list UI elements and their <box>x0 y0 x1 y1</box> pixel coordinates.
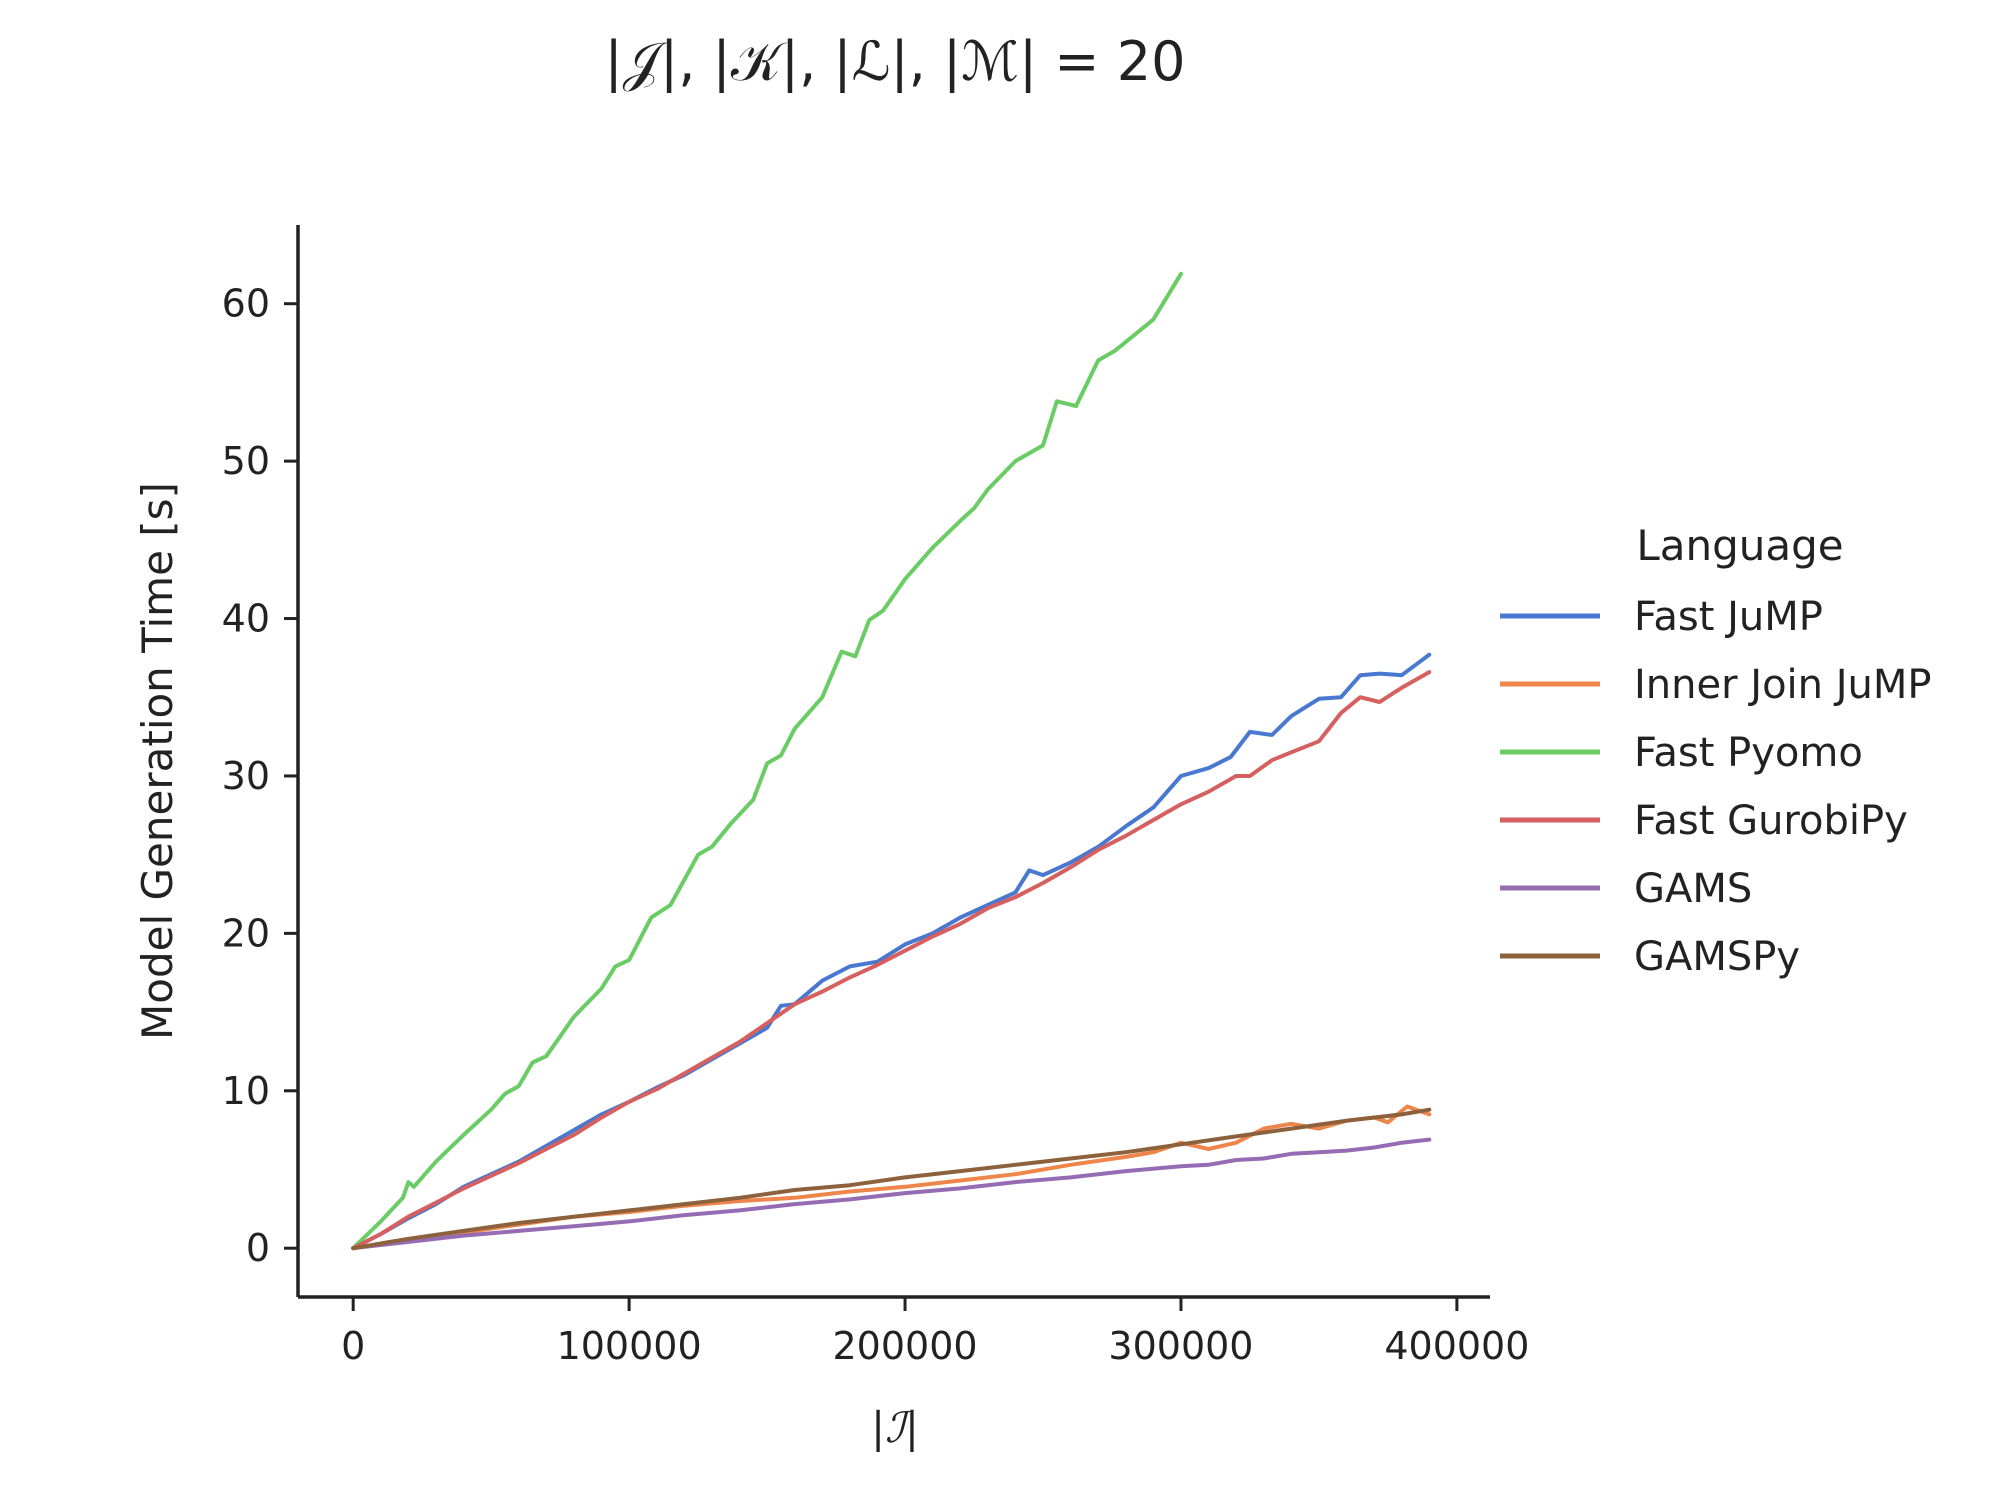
legend-label-fast-gurobipy: Fast GurobiPy <box>1634 798 1908 844</box>
y-tick-label: 10 <box>222 1069 270 1113</box>
legend-label-inner-join-jump: Inner Join JuMP <box>1634 662 1932 708</box>
axis-ticks: 0 100000 200000 300000 400000 0 10 20 30 40 50 60 <box>222 282 1530 1368</box>
legend-title: Language <box>1636 521 1843 570</box>
legend-label-fast-pyomo: Fast Pyomo <box>1634 730 1863 776</box>
legend-label-gamspy: GAMSPy <box>1634 934 1800 980</box>
y-tick-label: 50 <box>222 439 270 483</box>
series-layer <box>351 271 1432 1251</box>
x-tick-label: 300000 <box>1108 1324 1253 1368</box>
legend-label-fast-jump: Fast JuMP <box>1634 594 1823 640</box>
series-line-gamspy <box>351 1107 1432 1251</box>
series-line-fast-gurobipy <box>351 670 1432 1251</box>
x-tick-label: 400000 <box>1384 1324 1529 1368</box>
y-tick-label: 0 <box>246 1226 270 1270</box>
x-tick-label: 100000 <box>557 1324 702 1368</box>
legend-label-gams: GAMS <box>1634 866 1752 912</box>
y-tick-label: 30 <box>222 754 270 798</box>
x-tick-label: 0 <box>341 1324 365 1368</box>
chart-title: |𝒥|, |𝒦|, |ℒ|, |ℳ| = 20 <box>605 30 1186 93</box>
y-tick-label: 20 <box>222 911 270 955</box>
y-tick-label: 40 <box>222 597 270 641</box>
series-line-gams <box>351 1137 1432 1251</box>
series-line-fast-jump <box>351 652 1432 1251</box>
x-axis-label: |ℐ| <box>871 1403 919 1452</box>
y-axis-label: Model Generation Time [s] <box>133 482 182 1040</box>
legend: Language Fast JuMP Inner Join JuMP Fast Py… <box>1500 521 1932 980</box>
series-line-fast-pyomo <box>351 271 1183 1251</box>
y-tick-label: 60 <box>222 282 270 326</box>
x-tick-label: 200000 <box>833 1324 978 1368</box>
